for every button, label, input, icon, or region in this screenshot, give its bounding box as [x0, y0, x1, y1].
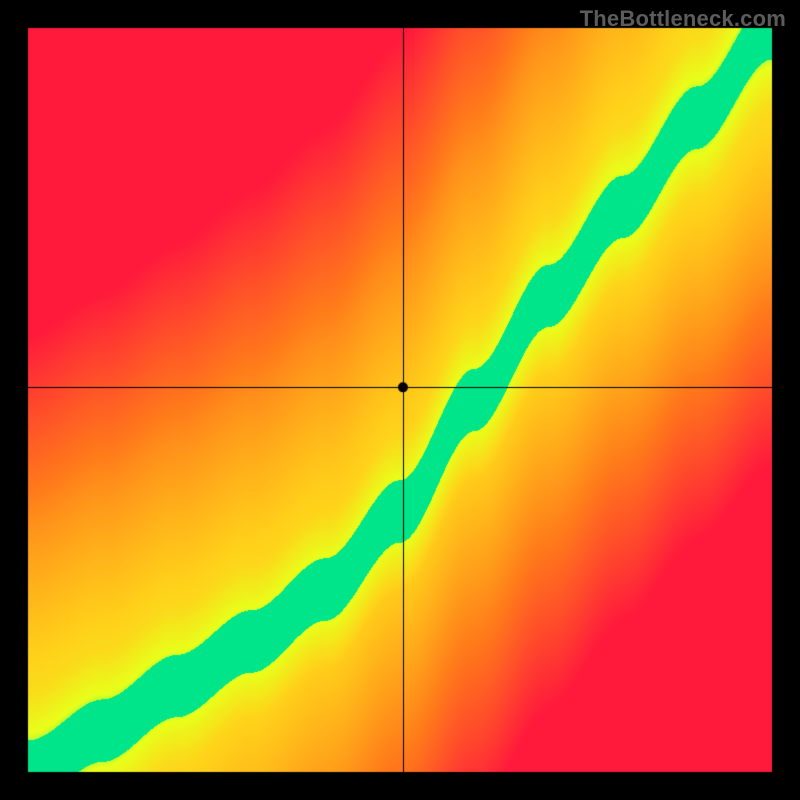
watermark-text: TheBottleneck.com — [580, 6, 786, 32]
chart-container: TheBottleneck.com — [0, 0, 800, 800]
heatmap-canvas — [0, 0, 800, 800]
